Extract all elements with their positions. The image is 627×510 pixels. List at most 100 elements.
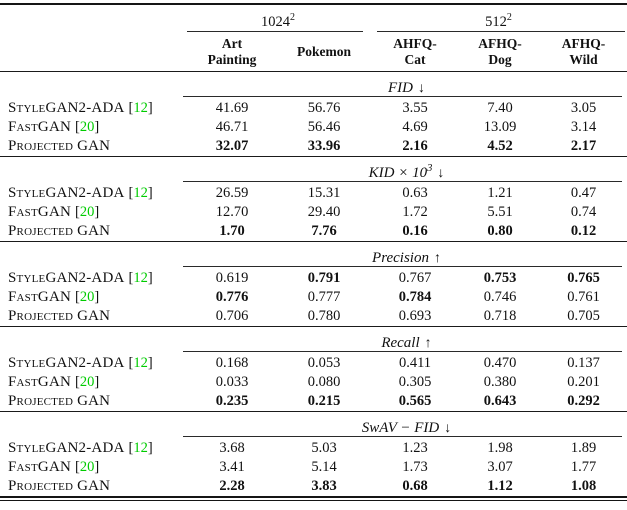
column-header-line: Painting [207,52,257,67]
citation-bracket: ] [94,459,100,475]
citation-ref[interactable]: [12] [125,440,153,456]
citation-ref[interactable]: [12] [125,355,153,371]
metric-value: 0.12 [570,223,597,239]
metric-value: 5.51 [487,204,513,220]
resolution-header-1024: 10242 [186,5,370,31]
metric-value: 0.776 [215,289,249,305]
direction-arrow-icon: ↓ [437,166,445,181]
metric-name: Precision [372,250,429,266]
section-rule [183,96,622,97]
citation-number[interactable]: 12 [133,270,148,286]
method-name: Projected GAN [8,393,111,409]
column-header-afhq-wild: AFHQ- Wild [540,33,627,71]
column-header-line: AFHQ- [478,36,522,51]
midrule-512 [377,31,625,32]
metric-section-precision: Precision ↑ StyleGAN2-ADA [12] 0.619 0.791… [0,242,627,326]
metric-value: 0.780 [307,308,341,324]
method-name: StyleGAN2-ADA [8,270,125,286]
row-label: FastGAN [20] [0,458,186,477]
citation-bracket: ] [94,119,100,135]
citation-number[interactable]: 20 [79,459,95,475]
citation-bracket: [ [128,355,134,371]
metric-value: 0.753 [483,270,517,286]
column-header-line: Pokemon [297,44,351,59]
metric-value: 0.784 [398,289,432,305]
metric-value: 0.68 [402,478,428,494]
citation-number[interactable]: 12 [133,100,148,116]
header-spacer [0,33,186,71]
metric-value: 4.52 [487,138,513,154]
metric-name: FID [388,80,413,96]
resolution-exponent: 2 [506,12,512,23]
citation-bracket: [ [75,374,80,390]
metric-value: 3.07 [487,459,513,475]
table-row: Projected GAN[] 1.70 7.76 0.16 0.80 0.12 [0,222,627,241]
column-header-row: Art Painting Pokemon AHFQ- Cat AFHQ- Dog AF… [0,33,627,71]
table-row: StyleGAN2-ADA [12] 3.68 5.03 1.23 1.98 1.… [0,439,627,458]
table-row: Projected GAN[] 0.235 0.215 0.565 0.643 … [0,392,627,411]
metric-value: 33.96 [307,138,341,154]
resolution-exponent: 2 [290,12,295,23]
metric-value: 0.643 [483,393,517,409]
metric-value: 46.71 [215,119,249,135]
method-name: StyleGAN2-ADA [8,100,125,116]
metric-value: 0.080 [307,374,341,390]
metric-value: 0.411 [398,355,432,371]
metric-value: 1.73 [402,459,428,475]
citation-number[interactable]: 20 [79,374,95,390]
citation-number[interactable]: 12 [133,185,148,201]
table-row: Projected GAN[] 0.706 0.780 0.693 0.718 … [0,307,627,326]
citation-ref[interactable]: [20] [71,459,99,475]
table-row: StyleGAN2-ADA [12] 0.168 0.053 0.411 0.47… [0,354,627,373]
section-rule [183,436,622,437]
direction-arrow-icon: ↓ [444,421,452,436]
method-name: StyleGAN2-ADA [8,185,125,201]
section-title-row: KID × 103 ↓ [0,157,627,181]
column-header-line: AFHQ- [561,36,606,51]
citation-ref[interactable]: [12] [125,270,153,286]
row-label: FastGAN [20] [0,203,186,222]
header-rule [0,71,627,72]
table-row: StyleGAN2-ADA [12] 0.619 0.791 0.767 0.75… [0,269,627,288]
citation-number[interactable]: 12 [133,355,148,371]
metric-value: 0.305 [398,374,432,390]
row-label: StyleGAN2-ADA [12] [0,99,186,118]
metric-value: 41.69 [215,100,249,116]
citation-number[interactable]: 12 [133,440,148,456]
section-separator [0,326,627,327]
direction-arrow-icon: ↓ [418,81,425,96]
citation-number[interactable]: 20 [79,119,95,135]
resolution-header-512: 5122 [370,5,627,31]
metric-section-recall: Recall ↑ StyleGAN2-ADA [12] 0.168 0.053 0.… [0,327,627,411]
metric-value: 3.41 [219,459,245,475]
citation-ref[interactable]: [12] [125,100,153,116]
metric-value: 0.777 [307,289,341,305]
metric-value: 26.59 [215,185,249,201]
citation-ref[interactable]: [20] [71,289,99,305]
metric-value: 3.68 [219,440,245,456]
metric-exponent: 3 [427,163,433,174]
citation-ref[interactable]: [12] [125,185,153,201]
metric-value: 5.14 [311,459,337,475]
citation-ref[interactable]: [20] [71,204,99,220]
citation-number[interactable]: 20 [79,289,95,305]
metric-value: 2.16 [402,138,428,154]
column-header-afhq-cat: AHFQ- Cat [370,33,460,71]
metric-value: 0.74 [570,204,597,220]
column-header-art-painting: Art Painting [186,33,278,71]
metric-value: 7.40 [487,100,513,116]
metric-name: Recall [381,335,420,351]
metric-value: 1.21 [487,185,513,201]
metric-value: 0.791 [307,270,341,286]
metric-value: 1.89 [570,440,597,456]
metric-value: 56.76 [307,100,341,116]
metric-value: 0.63 [402,185,428,201]
citation-number[interactable]: 20 [79,204,95,220]
column-header-line: Wild [569,52,598,67]
metric-value: 3.14 [570,119,597,135]
citation-ref[interactable]: [20] [71,374,99,390]
metric-value: 2.17 [570,138,597,154]
metric-value: 0.761 [567,289,600,305]
citation-ref[interactable]: [20] [71,119,99,135]
